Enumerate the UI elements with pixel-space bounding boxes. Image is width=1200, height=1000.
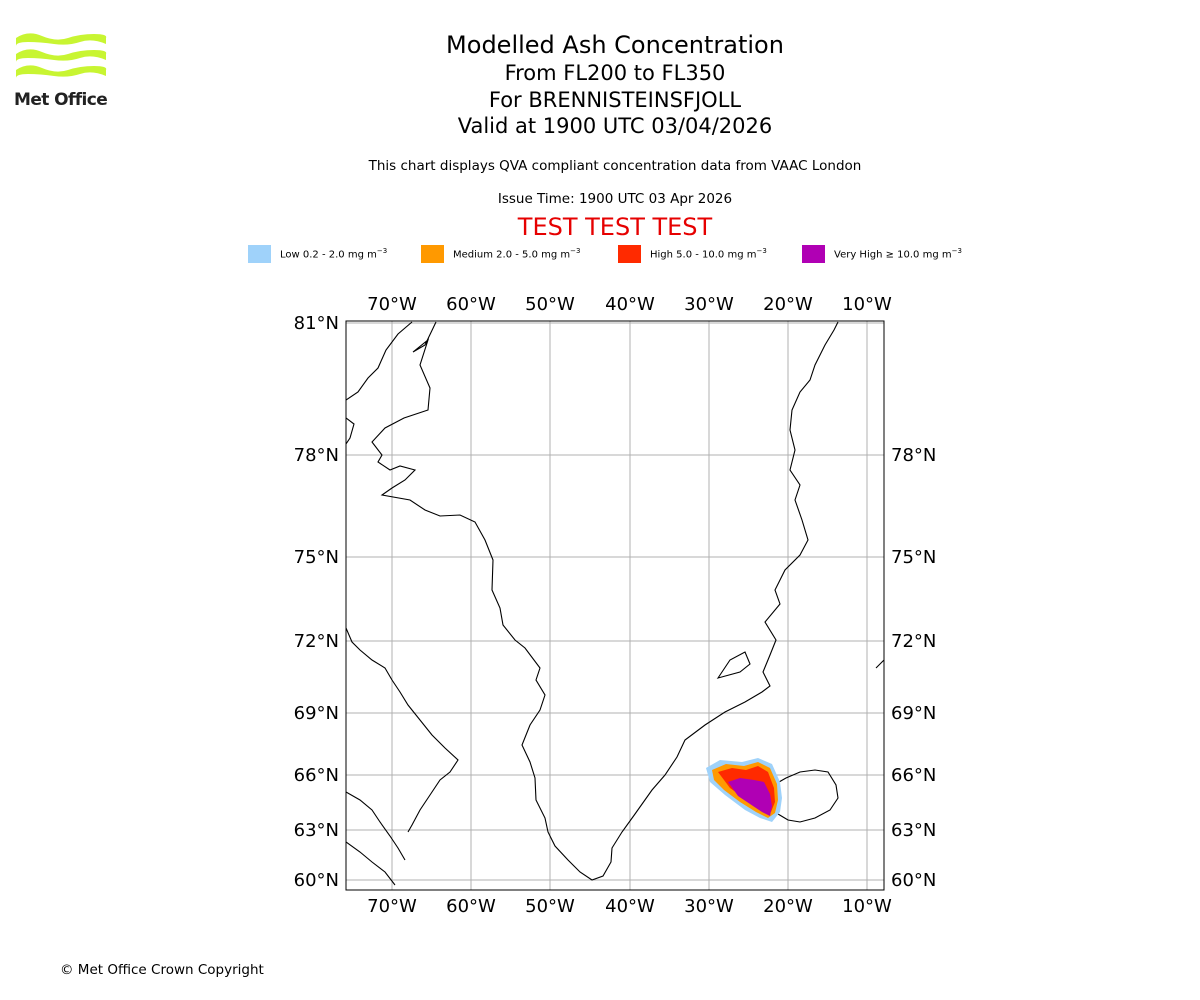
legend: Low 0.2 - 2.0 mg m−3 Medium 2.0 - 5.0 mg… xyxy=(0,244,1200,264)
volcano-name: For BRENNISTEINSFJOLL xyxy=(488,87,742,112)
lon-label-bottom: 20°W xyxy=(763,896,813,917)
flight-levels: From FL200 to FL350 xyxy=(504,61,726,85)
coastlines xyxy=(346,321,884,886)
lat-label-left: 75°N xyxy=(294,547,339,568)
legend-item-high: High 5.0 - 10.0 mg m−3 xyxy=(618,244,767,264)
logo-text: Met Office xyxy=(14,90,108,110)
lon-label-bottom: 30°W xyxy=(684,896,734,917)
issue-time: Issue Time: 1900 UTC 03 Apr 2026 xyxy=(497,191,733,207)
baffin-south-coastline xyxy=(346,791,406,861)
lat-label-left: 63°N xyxy=(294,820,339,841)
lat-labels-left: 81°N 78°N 75°N 72°N 69°N 66°N 63°N 60°N xyxy=(294,313,339,891)
legend-swatch-high xyxy=(618,245,641,263)
legend-item-very-high: Very High ≥ 10.0 mg m−3 xyxy=(802,244,962,264)
legend-item-medium: Medium 2.0 - 5.0 mg m−3 xyxy=(421,244,580,264)
legend-swatch-low xyxy=(248,245,271,263)
legend-label-medium: Medium 2.0 - 5.0 mg m−3 xyxy=(453,247,581,261)
baffin-island-coastline xyxy=(346,627,459,833)
lat-label-left: 81°N xyxy=(294,313,339,334)
lat-label-right: 75°N xyxy=(891,547,936,568)
lat-label-right: 78°N xyxy=(891,445,936,466)
legend-swatch-very-high xyxy=(802,245,825,263)
ellesmere-coastline xyxy=(346,321,413,401)
wave-logo-icon xyxy=(16,33,107,78)
lat-label-right: 69°N xyxy=(891,703,936,724)
lon-label-bottom: 70°W xyxy=(367,896,417,917)
lat-label-left: 66°N xyxy=(294,765,339,786)
ash-concentration xyxy=(706,758,782,822)
ash-very-high-region xyxy=(728,778,772,816)
lon-label-bottom: 50°W xyxy=(525,896,575,917)
lon-label-bottom: 10°W xyxy=(842,896,892,917)
lon-label-bottom: 60°W xyxy=(446,896,496,917)
lat-label-right: 72°N xyxy=(891,631,936,652)
chart-title: Modelled Ash Concentration xyxy=(446,31,784,59)
labrador-coastline xyxy=(346,841,396,886)
lat-labels-right: 78°N 75°N 72°N 69°N 66°N 63°N 60°N xyxy=(891,445,936,891)
greenland-coastline xyxy=(371,321,839,881)
legend-label-low: Low 0.2 - 2.0 mg m−3 xyxy=(280,247,388,261)
met-office-logo: Met Office xyxy=(14,30,110,112)
lon-label-top: 60°W xyxy=(446,294,496,315)
lon-label-top: 30°W xyxy=(684,294,734,315)
lat-label-right: 63°N xyxy=(891,820,936,841)
lon-label-top: 20°W xyxy=(763,294,813,315)
iceland-coastline xyxy=(761,769,839,823)
lat-label-right: 60°N xyxy=(891,870,936,891)
lon-label-bottom: 40°W xyxy=(605,896,655,917)
lon-labels-top: 70°W 60°W 50°W 40°W 30°W 20°W 10°W xyxy=(367,294,892,315)
chart-description: This chart displays QVA compliant concen… xyxy=(368,158,862,174)
valid-time: Valid at 1900 UTC 03/04/2026 xyxy=(457,114,773,138)
lat-label-right: 66°N xyxy=(891,765,936,786)
graticule xyxy=(346,321,884,890)
test-banner: TEST TEST TEST xyxy=(517,213,713,241)
ellesmere-south-coastline xyxy=(346,417,355,445)
copyright: © Met Office Crown Copyright xyxy=(60,962,264,978)
legend-swatch-medium xyxy=(421,245,444,263)
lon-label-top: 40°W xyxy=(605,294,655,315)
spitsbergen-coastline xyxy=(875,659,884,669)
lon-label-top: 70°W xyxy=(367,294,417,315)
legend-label-very-high: Very High ≥ 10.0 mg m−3 xyxy=(834,247,962,261)
lat-label-left: 60°N xyxy=(294,870,339,891)
lon-labels-bottom: 70°W 60°W 50°W 40°W 30°W 20°W 10°W xyxy=(367,896,892,917)
lat-label-left: 69°N xyxy=(294,703,339,724)
map-frame xyxy=(345,320,885,891)
lon-label-top: 50°W xyxy=(525,294,575,315)
lat-label-left: 72°N xyxy=(294,631,339,652)
legend-label-high: High 5.0 - 10.0 mg m−3 xyxy=(650,247,767,261)
scoresby-sund-coastline xyxy=(716,651,751,679)
lat-label-left: 78°N xyxy=(294,445,339,466)
lon-label-top: 10°W xyxy=(842,294,892,315)
legend-item-low: Low 0.2 - 2.0 mg m−3 xyxy=(248,244,387,264)
chart-titles: Modelled Ash Concentration From FL200 to… xyxy=(315,30,915,140)
